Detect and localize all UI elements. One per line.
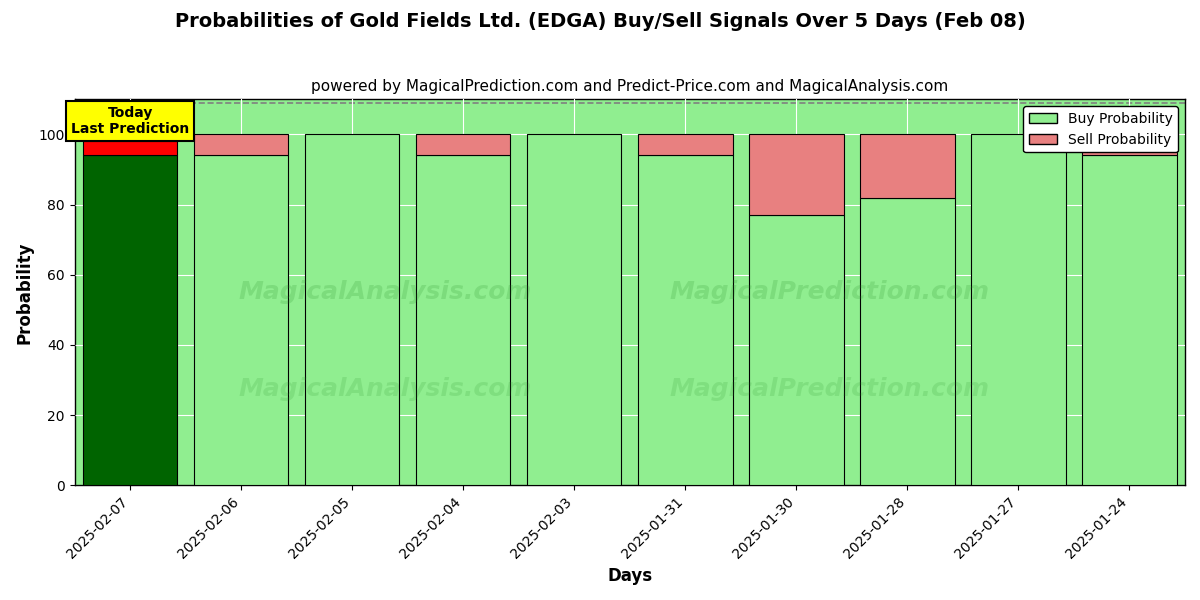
Bar: [1082, 134, 1177, 155]
Bar: [860, 197, 955, 485]
Text: Probabilities of Gold Fields Ltd. (EDGA) Buy/Sell Signals Over 5 Days (Feb 08): Probabilities of Gold Fields Ltd. (EDGA)…: [175, 12, 1025, 31]
Bar: [305, 134, 400, 485]
Text: MagicalAnalysis.com: MagicalAnalysis.com: [239, 280, 533, 304]
Text: MagicalPrediction.com: MagicalPrediction.com: [670, 280, 990, 304]
Bar: [527, 134, 622, 485]
Text: MagicalPrediction.com: MagicalPrediction.com: [670, 377, 990, 401]
Y-axis label: Probability: Probability: [16, 241, 34, 344]
Bar: [194, 155, 288, 485]
Bar: [638, 155, 732, 485]
Legend: Buy Probability, Sell Probability: Buy Probability, Sell Probability: [1024, 106, 1178, 152]
Bar: [416, 134, 510, 155]
Bar: [971, 134, 1066, 485]
Bar: [638, 134, 732, 155]
Bar: [416, 155, 510, 485]
Bar: [749, 134, 844, 215]
Bar: [1082, 155, 1177, 485]
Bar: [83, 142, 178, 155]
Title: powered by MagicalPrediction.com and Predict-Price.com and MagicalAnalysis.com: powered by MagicalPrediction.com and Pre…: [311, 79, 948, 94]
Bar: [749, 215, 844, 485]
Text: Today
Last Prediction: Today Last Prediction: [71, 106, 190, 136]
Bar: [860, 134, 955, 197]
Bar: [83, 155, 178, 485]
Bar: [194, 134, 288, 155]
X-axis label: Days: Days: [607, 567, 653, 585]
Text: MagicalAnalysis.com: MagicalAnalysis.com: [239, 377, 533, 401]
